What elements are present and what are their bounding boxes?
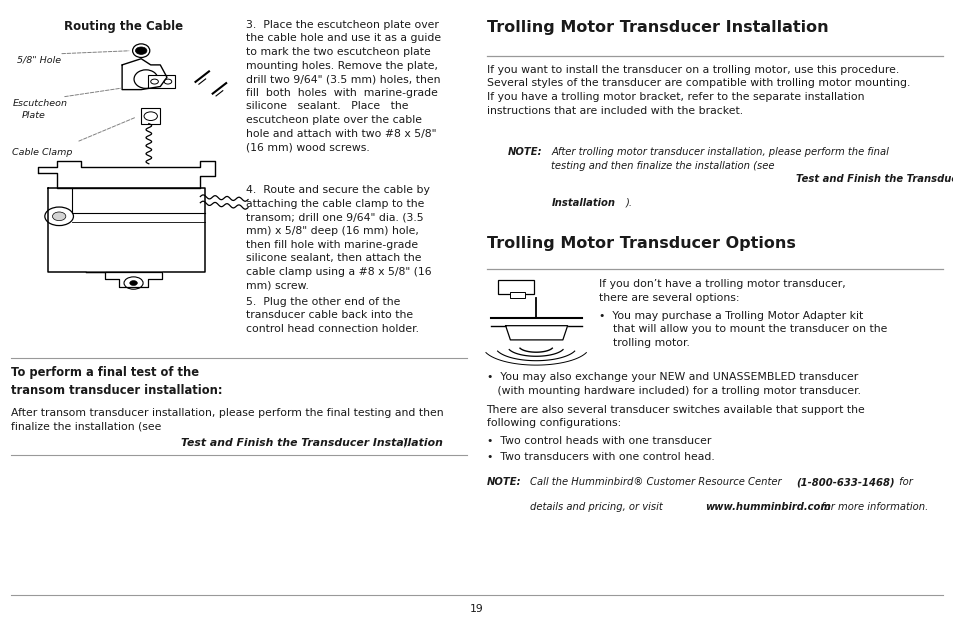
Text: Trolling Motor Transducer Installation: Trolling Motor Transducer Installation xyxy=(486,20,827,35)
Text: Plate: Plate xyxy=(22,111,46,121)
Circle shape xyxy=(52,212,66,221)
Text: NOTE:: NOTE: xyxy=(507,147,541,157)
Text: 5.  Plug the other end of the
transducer cable back into the
control head connec: 5. Plug the other end of the transducer … xyxy=(246,297,418,334)
Text: ).: ). xyxy=(625,198,632,208)
Text: •  You may purchase a Trolling Motor Adapter kit
    that will allow you to moun: • You may purchase a Trolling Motor Adap… xyxy=(598,311,886,348)
Polygon shape xyxy=(86,272,162,287)
Text: www.humminbird.com: www.humminbird.com xyxy=(704,502,830,512)
Text: ).: ). xyxy=(402,438,410,447)
Circle shape xyxy=(135,47,147,54)
Text: NOTE:: NOTE: xyxy=(486,477,520,487)
Text: 3.  Place the escutcheon plate over
the cable hole and use it as a guide
to mark: 3. Place the escutcheon plate over the c… xyxy=(246,20,441,152)
Text: 4.  Route and secure the cable by
attaching the cable clamp to the
transom; dril: 4. Route and secure the cable by attachi… xyxy=(246,185,432,290)
Text: There are also several transducer switches available that support the
following : There are also several transducer switch… xyxy=(486,405,864,428)
Text: If you don’t have a trolling motor transducer,
there are several options:: If you don’t have a trolling motor trans… xyxy=(598,279,845,303)
Text: Call the Humminbird® Customer Resource Center: Call the Humminbird® Customer Resource C… xyxy=(530,477,784,487)
Text: Trolling Motor Transducer Options: Trolling Motor Transducer Options xyxy=(486,236,795,251)
Bar xyxy=(510,292,524,298)
Text: for: for xyxy=(895,477,912,487)
Text: •  You may also exchange your NEW and UNASSEMBLED transducer
   (with mounting h: • You may also exchange your NEW and UNA… xyxy=(486,372,860,396)
Text: Routing the Cable: Routing the Cable xyxy=(65,20,183,33)
Text: After trolling motor transducer installation, please perform the final
testing a: After trolling motor transducer installa… xyxy=(551,147,888,171)
Text: Installation: Installation xyxy=(551,198,615,208)
Bar xyxy=(497,280,534,294)
Bar xyxy=(148,75,174,88)
Text: Test and Finish the Transducer: Test and Finish the Transducer xyxy=(795,174,953,184)
Bar xyxy=(141,108,160,124)
Text: (1-800-633-1468): (1-800-633-1468) xyxy=(796,477,894,487)
Polygon shape xyxy=(505,326,567,340)
Text: •  Two control heads with one transducer: • Two control heads with one transducer xyxy=(486,436,710,446)
Text: Cable Clamp: Cable Clamp xyxy=(12,148,72,158)
Text: •  Two transducers with one control head.: • Two transducers with one control head. xyxy=(486,452,714,462)
Text: details and pricing, or visit: details and pricing, or visit xyxy=(530,502,665,512)
Text: for more information.: for more information. xyxy=(817,502,927,512)
Text: 5/8" Hole: 5/8" Hole xyxy=(17,56,61,65)
Circle shape xyxy=(130,281,137,286)
Polygon shape xyxy=(38,161,214,188)
Text: If you want to install the transducer on a trolling motor, use this procedure.
S: If you want to install the transducer on… xyxy=(486,65,909,116)
Text: 19: 19 xyxy=(470,604,483,614)
Text: To perform a final test of the
transom transducer installation:: To perform a final test of the transom t… xyxy=(11,366,223,397)
Text: After transom transducer installation, please perform the final testing and then: After transom transducer installation, p… xyxy=(11,408,443,431)
Polygon shape xyxy=(48,188,205,272)
Text: Test and Finish the Transducer Installation: Test and Finish the Transducer Installat… xyxy=(181,438,443,447)
Text: Escutcheon: Escutcheon xyxy=(12,99,68,108)
